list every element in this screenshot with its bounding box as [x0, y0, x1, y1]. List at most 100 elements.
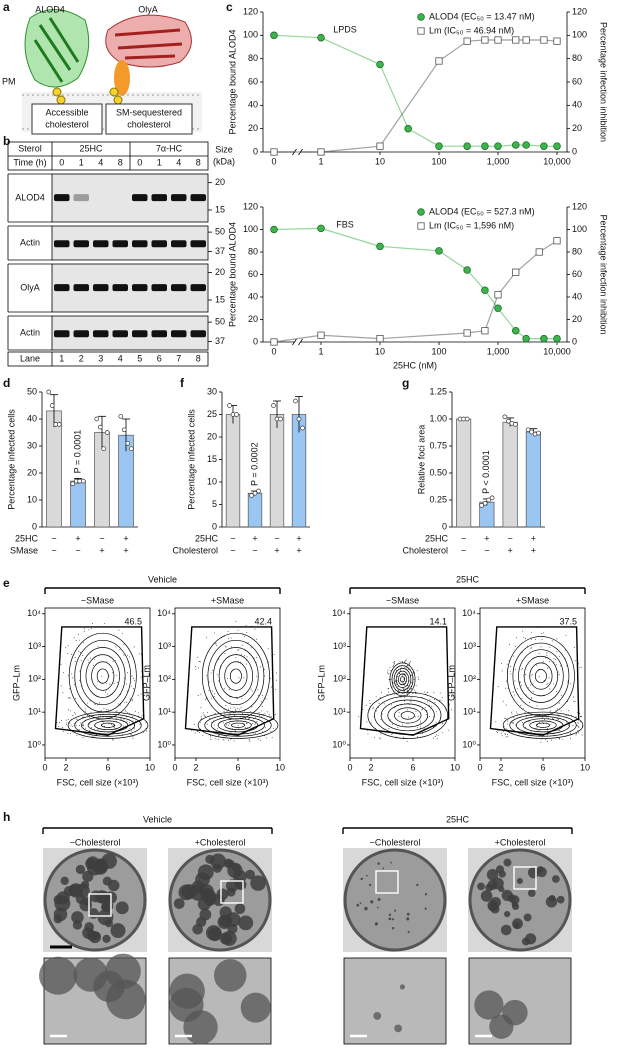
size-label: Size — [215, 144, 233, 154]
size-value: 20 — [215, 267, 225, 277]
panel-a-drawing: ALOD4 OlyA PM Accessible cholesterol SM-… — [2, 4, 202, 135]
event-dot — [565, 714, 567, 716]
event-dot — [578, 725, 580, 727]
event-dot — [141, 715, 143, 717]
condition-name: Cholesterol — [402, 545, 448, 555]
data-point — [553, 237, 561, 245]
band — [171, 240, 187, 248]
replicate-point — [256, 488, 261, 494]
event-dot — [229, 712, 231, 714]
event-dot — [406, 740, 408, 742]
event-dot — [94, 703, 96, 705]
event-dot — [388, 678, 390, 680]
contour — [534, 669, 547, 684]
event-dot — [507, 720, 508, 722]
event-dot — [97, 729, 99, 731]
fit-line — [273, 240, 558, 343]
x-tick-label: 10 — [275, 762, 285, 772]
plaque — [516, 877, 523, 885]
panel-label: a — [3, 0, 10, 14]
band — [190, 330, 206, 338]
y-tick-label: 10⁴ — [332, 608, 346, 618]
event-dot — [375, 696, 377, 698]
event-dot — [85, 710, 87, 712]
event-dot — [225, 705, 227, 707]
plaque — [521, 937, 530, 946]
event-dot — [500, 732, 502, 734]
event-dot — [429, 699, 431, 701]
event-dot — [237, 708, 239, 710]
event-dot — [69, 710, 71, 712]
event-dot — [573, 696, 575, 698]
axis-break — [294, 339, 301, 345]
event-dot — [567, 681, 569, 683]
event-dot — [89, 716, 91, 718]
event-dot — [78, 639, 80, 641]
event-dot — [567, 724, 569, 726]
y-tick-label: 80 — [248, 246, 258, 256]
event-dot — [88, 629, 90, 631]
event-dot — [132, 738, 134, 739]
event-dot — [413, 678, 415, 680]
plaque — [480, 890, 493, 902]
plaque — [503, 858, 512, 867]
event-dot — [556, 650, 558, 652]
event-dot — [93, 728, 95, 730]
event-dot — [573, 700, 575, 702]
x-tick-label: 0 — [271, 156, 276, 166]
event-dot — [525, 674, 527, 675]
plaque — [213, 959, 247, 992]
event-dot — [205, 698, 207, 699]
event-dot — [269, 678, 271, 680]
data-point — [270, 338, 278, 346]
event-dot — [574, 700, 576, 702]
row-label: Actin — [20, 327, 40, 337]
event-dot — [133, 727, 135, 729]
event-dot — [358, 715, 360, 717]
event-dot — [508, 660, 510, 662]
event-dot — [426, 692, 428, 694]
event-dot — [516, 637, 518, 639]
event-dot — [406, 665, 408, 667]
plot-frame — [349, 607, 456, 759]
event-dot — [520, 684, 522, 686]
plaque — [39, 956, 78, 995]
event-dot — [547, 717, 549, 719]
p-value: P = 0.0001 — [72, 430, 82, 474]
plaque — [359, 902, 362, 905]
replicate-point — [49, 403, 55, 408]
olya-ribbon — [114, 28, 183, 60]
event-dot — [567, 701, 569, 703]
event-dot — [572, 724, 574, 726]
event-dot — [526, 645, 528, 647]
pool-label: cholesterol — [127, 119, 171, 129]
event-dot — [386, 671, 388, 673]
plaque — [60, 876, 69, 886]
lane-number: 6 — [157, 353, 162, 363]
event-dot — [214, 713, 216, 715]
y-axis-label: GFP–Lm — [316, 665, 326, 701]
event-dot — [115, 674, 117, 676]
panel-label: h — [3, 810, 10, 824]
data-point — [317, 331, 325, 339]
contour — [535, 722, 550, 728]
event-dot — [85, 727, 87, 729]
replicate-point — [234, 412, 239, 417]
plaque — [487, 879, 498, 891]
event-dot — [395, 680, 397, 682]
band — [132, 284, 148, 292]
event-dot — [247, 642, 249, 643]
event-dot — [559, 674, 561, 676]
event-dot — [123, 677, 125, 679]
event-dot — [577, 712, 578, 714]
condition-sign: − — [230, 533, 235, 543]
time-label: 0 — [59, 157, 64, 167]
event-dot — [97, 704, 98, 706]
data-point — [553, 37, 561, 45]
event-dot — [556, 638, 558, 640]
event-dot — [67, 674, 69, 676]
event-dot — [397, 689, 399, 691]
p-value: P = 0.0002 — [249, 442, 259, 486]
event-dot — [233, 740, 235, 742]
event-dot — [261, 695, 263, 697]
